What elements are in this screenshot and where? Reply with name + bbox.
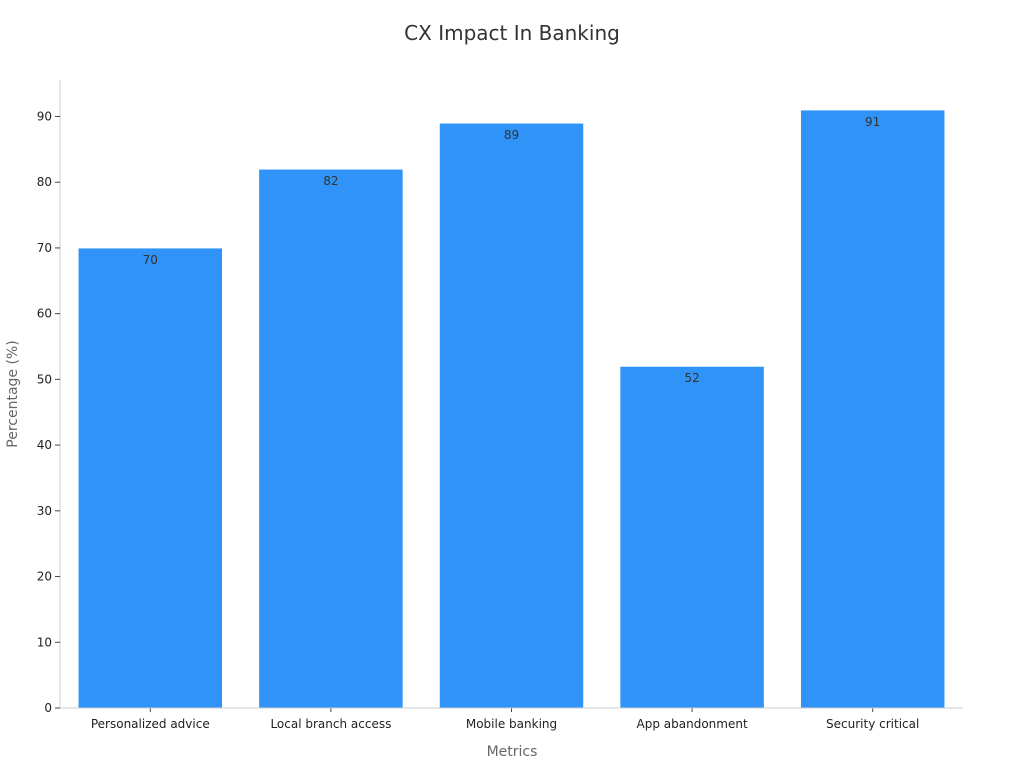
chart-title: CX Impact In Banking [404, 21, 620, 45]
y-tick-label-7: 70 [37, 241, 52, 255]
x-axis-title: Metrics [487, 744, 538, 760]
data-label-1: 82 [323, 174, 338, 188]
data-label-4: 91 [865, 115, 880, 129]
y-tick-label-0: 0 [44, 701, 52, 715]
x-tick-label-0: Personalized advice [91, 717, 210, 731]
bar-2 [438, 122, 585, 709]
y-tick-label-6: 60 [37, 307, 52, 321]
data-label-2: 89 [504, 128, 519, 142]
bar-4 [799, 109, 946, 709]
bar-0 [77, 247, 224, 709]
x-tick-label-2: Mobile banking [466, 717, 557, 731]
axes-layer: Personalized advice Local branch access Mo… [37, 80, 963, 731]
data-label-0: 70 [143, 253, 158, 267]
y-tick-label-4: 40 [37, 438, 52, 452]
x-tick-label-4: Security critical [826, 717, 919, 731]
x-tick-label-3: App abandonment [637, 717, 748, 731]
y-tick-label-1: 10 [37, 635, 52, 649]
data-label-3: 52 [684, 371, 699, 385]
y-tick-label-5: 50 [37, 372, 52, 386]
x-tick-label-1: Local branch access [270, 717, 391, 731]
bars-layer: 70 82 89 52 91 [77, 109, 946, 709]
y-tick-label-2: 20 [37, 570, 52, 584]
bar-1 [258, 168, 404, 709]
y-tick-label-3: 30 [37, 504, 52, 518]
y-tick-label-8: 80 [37, 175, 52, 189]
bar-3 [619, 365, 765, 709]
y-tick-label-9: 90 [37, 109, 52, 123]
y-axis-title: Percentage (%) [5, 340, 21, 447]
